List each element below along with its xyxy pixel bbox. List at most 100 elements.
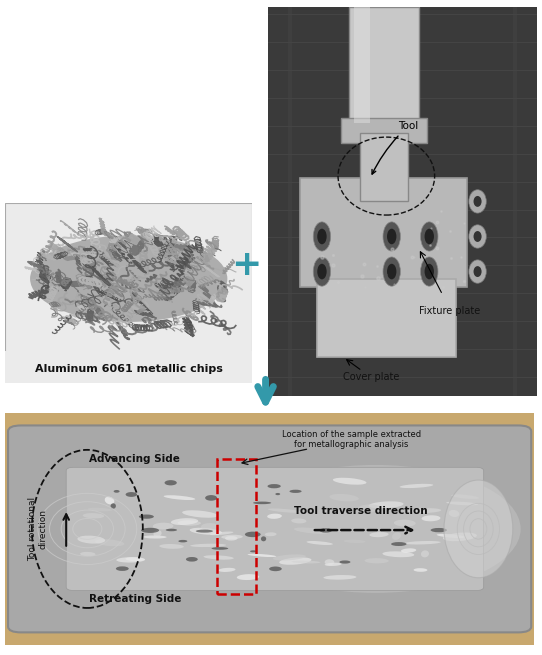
Ellipse shape <box>387 264 396 279</box>
Ellipse shape <box>210 532 234 535</box>
Ellipse shape <box>437 534 465 538</box>
Ellipse shape <box>399 484 433 488</box>
Ellipse shape <box>190 528 222 534</box>
Ellipse shape <box>268 508 301 513</box>
Ellipse shape <box>190 544 226 547</box>
Ellipse shape <box>153 523 173 529</box>
Ellipse shape <box>267 514 282 519</box>
Ellipse shape <box>218 568 236 572</box>
Ellipse shape <box>196 530 213 533</box>
Ellipse shape <box>268 484 281 489</box>
FancyBboxPatch shape <box>341 118 427 143</box>
Ellipse shape <box>279 557 312 565</box>
FancyBboxPatch shape <box>349 7 418 123</box>
Ellipse shape <box>344 540 366 543</box>
Ellipse shape <box>141 528 159 533</box>
Ellipse shape <box>469 260 486 283</box>
Ellipse shape <box>317 229 327 244</box>
FancyBboxPatch shape <box>8 426 531 632</box>
Text: Fixture plate: Fixture plate <box>418 305 480 316</box>
Ellipse shape <box>78 536 105 544</box>
Ellipse shape <box>261 536 266 541</box>
Ellipse shape <box>424 229 434 244</box>
Text: +: + <box>231 248 262 282</box>
Ellipse shape <box>424 264 434 279</box>
Ellipse shape <box>444 480 513 578</box>
Ellipse shape <box>105 496 114 504</box>
Ellipse shape <box>225 536 237 540</box>
Ellipse shape <box>421 222 438 251</box>
Ellipse shape <box>275 493 280 495</box>
Ellipse shape <box>294 527 330 534</box>
Ellipse shape <box>221 534 243 539</box>
Text: Aluminum 6061 metallic chips: Aluminum 6061 metallic chips <box>35 364 223 374</box>
Ellipse shape <box>83 513 104 518</box>
Text: Advancing Side: Advancing Side <box>89 454 180 464</box>
Ellipse shape <box>325 559 334 565</box>
Ellipse shape <box>117 557 145 563</box>
Ellipse shape <box>469 225 486 248</box>
Text: Retreating Side: Retreating Side <box>89 593 181 604</box>
Ellipse shape <box>387 229 396 244</box>
Ellipse shape <box>365 558 389 563</box>
Ellipse shape <box>443 533 477 541</box>
Ellipse shape <box>111 503 116 509</box>
Ellipse shape <box>186 557 198 561</box>
FancyBboxPatch shape <box>359 133 408 202</box>
Ellipse shape <box>211 547 228 550</box>
Ellipse shape <box>153 530 162 537</box>
Ellipse shape <box>339 561 351 563</box>
Ellipse shape <box>205 495 217 500</box>
Ellipse shape <box>125 557 145 561</box>
Ellipse shape <box>469 190 486 213</box>
Ellipse shape <box>325 563 341 566</box>
FancyBboxPatch shape <box>317 279 456 357</box>
Ellipse shape <box>165 480 177 485</box>
Bar <box>5 351 252 383</box>
Ellipse shape <box>394 519 416 527</box>
Ellipse shape <box>474 231 482 242</box>
Text: Tool rotational
direction: Tool rotational direction <box>29 497 48 561</box>
Ellipse shape <box>114 490 120 493</box>
Ellipse shape <box>291 518 306 523</box>
Ellipse shape <box>421 550 429 557</box>
Ellipse shape <box>248 554 276 557</box>
Ellipse shape <box>430 528 447 533</box>
Ellipse shape <box>383 257 401 286</box>
Ellipse shape <box>383 552 414 557</box>
Ellipse shape <box>422 515 441 521</box>
Ellipse shape <box>324 575 357 580</box>
Ellipse shape <box>405 541 441 544</box>
FancyBboxPatch shape <box>354 7 370 123</box>
Ellipse shape <box>253 502 271 504</box>
Ellipse shape <box>88 508 112 512</box>
Ellipse shape <box>313 257 331 286</box>
Ellipse shape <box>370 532 389 537</box>
Ellipse shape <box>369 501 404 508</box>
Ellipse shape <box>319 528 332 533</box>
Ellipse shape <box>474 196 482 207</box>
Ellipse shape <box>317 264 327 279</box>
Text: Tool traverse direction: Tool traverse direction <box>294 506 427 517</box>
Ellipse shape <box>201 523 219 531</box>
Ellipse shape <box>250 550 256 552</box>
Ellipse shape <box>164 495 195 500</box>
Ellipse shape <box>178 540 188 542</box>
Text: Cover plate: Cover plate <box>344 372 400 382</box>
Ellipse shape <box>421 257 438 286</box>
Ellipse shape <box>392 533 401 540</box>
Ellipse shape <box>237 574 259 580</box>
Ellipse shape <box>126 492 137 497</box>
Ellipse shape <box>401 548 416 553</box>
Ellipse shape <box>203 555 234 559</box>
Ellipse shape <box>273 554 306 561</box>
Ellipse shape <box>171 518 198 525</box>
Ellipse shape <box>333 477 366 485</box>
Ellipse shape <box>383 222 401 251</box>
Ellipse shape <box>313 222 331 251</box>
Text: Tool: Tool <box>372 121 418 174</box>
Ellipse shape <box>358 504 381 512</box>
Ellipse shape <box>330 494 359 502</box>
Ellipse shape <box>449 510 459 517</box>
Ellipse shape <box>451 495 479 499</box>
